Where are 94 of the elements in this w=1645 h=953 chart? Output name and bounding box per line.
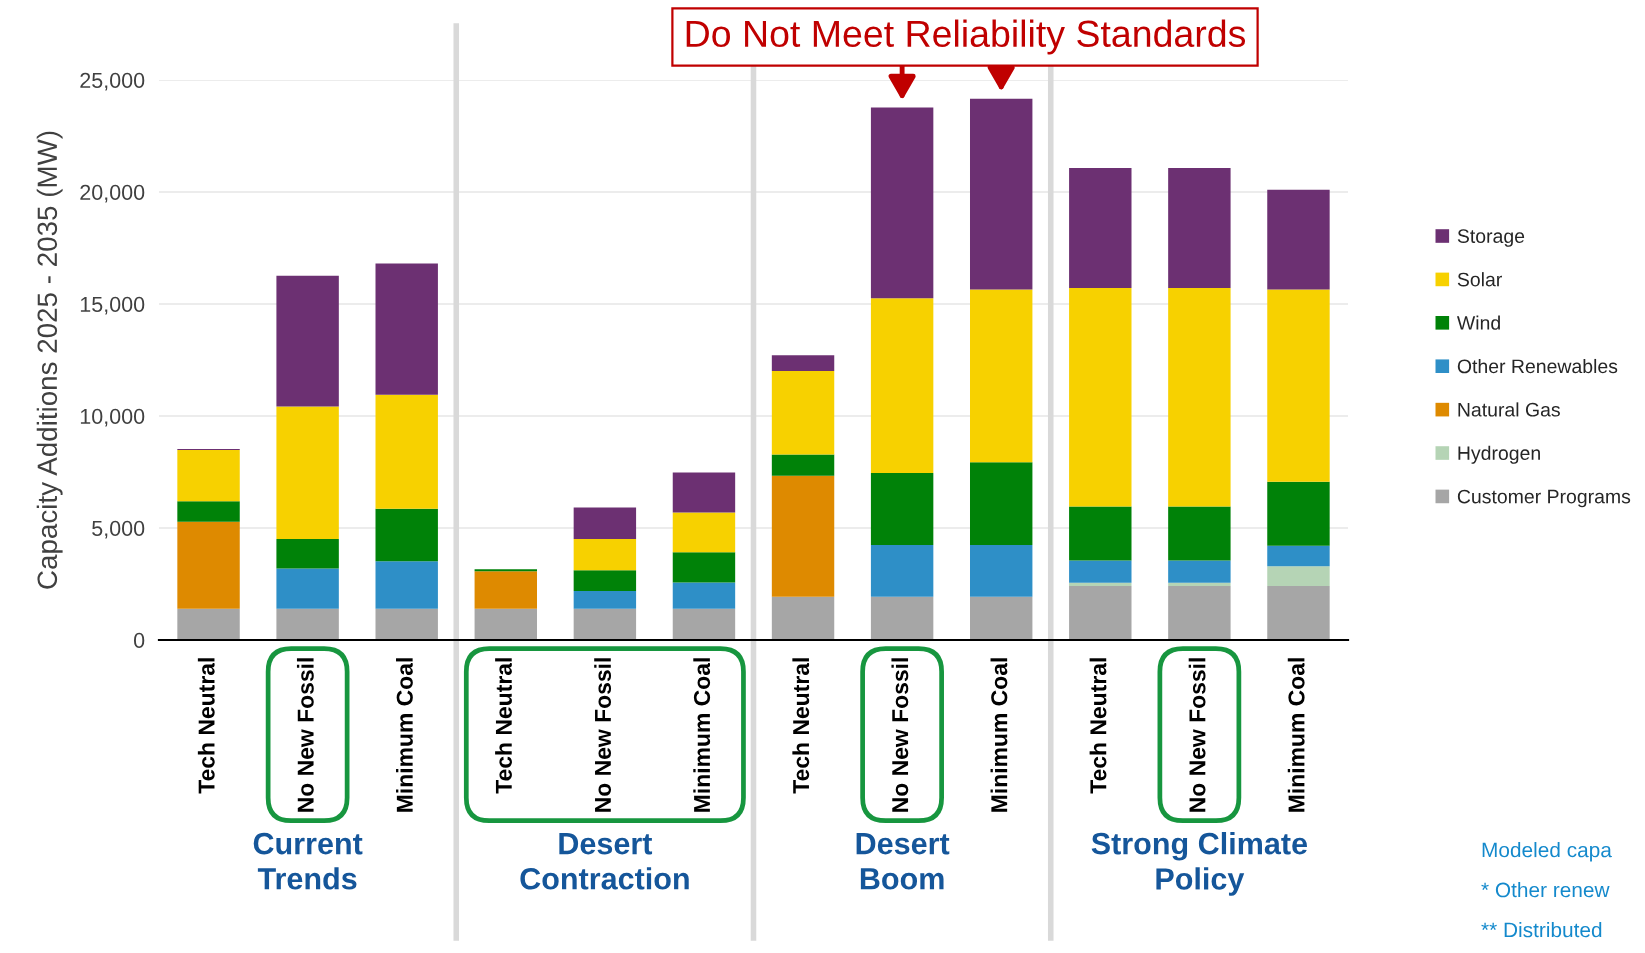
text: Modeled capa bbox=[1482, 842, 1612, 862]
y-tick-label: 0 bbox=[133, 632, 145, 649]
bar bbox=[1267, 545, 1330, 567]
bar bbox=[276, 406, 339, 539]
bar bbox=[1168, 506, 1231, 561]
x-tick-label: Minimum Coal bbox=[693, 658, 711, 812]
bar bbox=[177, 450, 240, 502]
x-tick-label: No New Fossil bbox=[594, 658, 612, 812]
text: * Other renew bbox=[1481, 882, 1610, 898]
bar bbox=[1069, 288, 1132, 507]
bar bbox=[276, 538, 339, 569]
legend-label: Wind bbox=[1456, 315, 1500, 330]
bar bbox=[573, 590, 637, 609]
x-tick-label: Tech Neutral bbox=[197, 658, 215, 794]
text: Desert Contraction bbox=[520, 833, 689, 890]
bar bbox=[970, 289, 1033, 463]
bar bbox=[672, 472, 736, 513]
bar bbox=[1267, 586, 1330, 640]
bar bbox=[870, 298, 934, 473]
bar bbox=[1069, 506, 1132, 561]
legend-label: Storage bbox=[1457, 229, 1525, 247]
bar bbox=[870, 545, 934, 597]
bar bbox=[177, 521, 240, 609]
bar bbox=[573, 570, 637, 591]
bar bbox=[1069, 586, 1132, 640]
bar bbox=[375, 561, 438, 609]
bar bbox=[1069, 168, 1132, 289]
bar bbox=[276, 275, 339, 407]
bar bbox=[276, 568, 339, 609]
bar bbox=[970, 545, 1033, 597]
x-tick-label: Minimum Coal bbox=[1287, 658, 1305, 812]
bar bbox=[771, 475, 835, 597]
bar bbox=[375, 394, 438, 509]
text: Current Trends bbox=[253, 832, 363, 890]
y-tick-label: 15,000 bbox=[80, 296, 145, 315]
bar bbox=[1168, 560, 1231, 583]
x-tick-label: Tech Neutral bbox=[495, 658, 512, 794]
legend-label: Hydrogen bbox=[1458, 445, 1540, 464]
bar bbox=[573, 608, 637, 640]
bar bbox=[771, 454, 835, 476]
bar bbox=[474, 608, 537, 640]
bar bbox=[474, 569, 537, 572]
bar bbox=[276, 608, 339, 640]
bar bbox=[1168, 586, 1231, 640]
bar bbox=[573, 538, 637, 571]
text: ** Distributed bbox=[1481, 922, 1602, 938]
bar bbox=[771, 355, 835, 371]
bar bbox=[1168, 288, 1231, 507]
bar bbox=[870, 596, 934, 640]
bar bbox=[1168, 168, 1231, 289]
bar bbox=[1168, 582, 1231, 587]
x-tick-label: No New Fossil bbox=[1188, 658, 1206, 812]
bar bbox=[870, 107, 934, 299]
x-tick-label: Minimum Coal bbox=[396, 658, 413, 812]
bar bbox=[870, 472, 934, 546]
text: Strong Climate Policy bbox=[1091, 832, 1307, 896]
bar bbox=[672, 582, 736, 609]
x-tick-label: No New Fossil bbox=[891, 658, 909, 812]
bar bbox=[1267, 189, 1330, 290]
bar bbox=[375, 263, 438, 395]
bar bbox=[474, 571, 537, 609]
x-tick-label: No New Fossil bbox=[296, 658, 314, 812]
bar bbox=[771, 370, 835, 455]
bar bbox=[1069, 560, 1132, 583]
y-tick-label: 10,000 bbox=[80, 408, 145, 427]
x-tick-label: Tech Neutral bbox=[792, 658, 810, 794]
bar bbox=[177, 501, 240, 522]
y-axis-title: Capacity Additions 2025 - 2035 (MW) bbox=[36, 131, 63, 589]
bar bbox=[672, 552, 736, 583]
bar bbox=[1069, 582, 1132, 587]
bar bbox=[672, 608, 736, 640]
bar bbox=[177, 608, 240, 640]
y-tick-label: 25,000 bbox=[80, 72, 145, 91]
x-tick-label: Tech Neutral bbox=[1089, 658, 1107, 794]
bar bbox=[375, 608, 438, 640]
bar bbox=[970, 462, 1033, 546]
legend-label: Other Renewables bbox=[1457, 358, 1618, 374]
y-tick-label: 20,000 bbox=[80, 184, 145, 203]
x-tick-label: Minimum Coal bbox=[990, 658, 1008, 812]
bar bbox=[375, 508, 438, 562]
legend-label: Natural Gas bbox=[1458, 402, 1560, 417]
bar bbox=[1267, 289, 1330, 482]
y-tick-label: 5,000 bbox=[92, 520, 145, 539]
bar bbox=[573, 507, 637, 539]
bar bbox=[672, 512, 736, 553]
legend-label: Solar bbox=[1457, 272, 1502, 287]
legend-label: Customer Programs bbox=[1457, 489, 1631, 508]
bar bbox=[970, 98, 1033, 290]
text: Desert Boom bbox=[856, 833, 950, 890]
bar bbox=[970, 596, 1033, 640]
text: Do Not Meet Reliability Standards bbox=[686, 19, 1246, 55]
bar bbox=[771, 596, 835, 640]
bar bbox=[1267, 481, 1330, 546]
bar bbox=[1267, 566, 1330, 587]
